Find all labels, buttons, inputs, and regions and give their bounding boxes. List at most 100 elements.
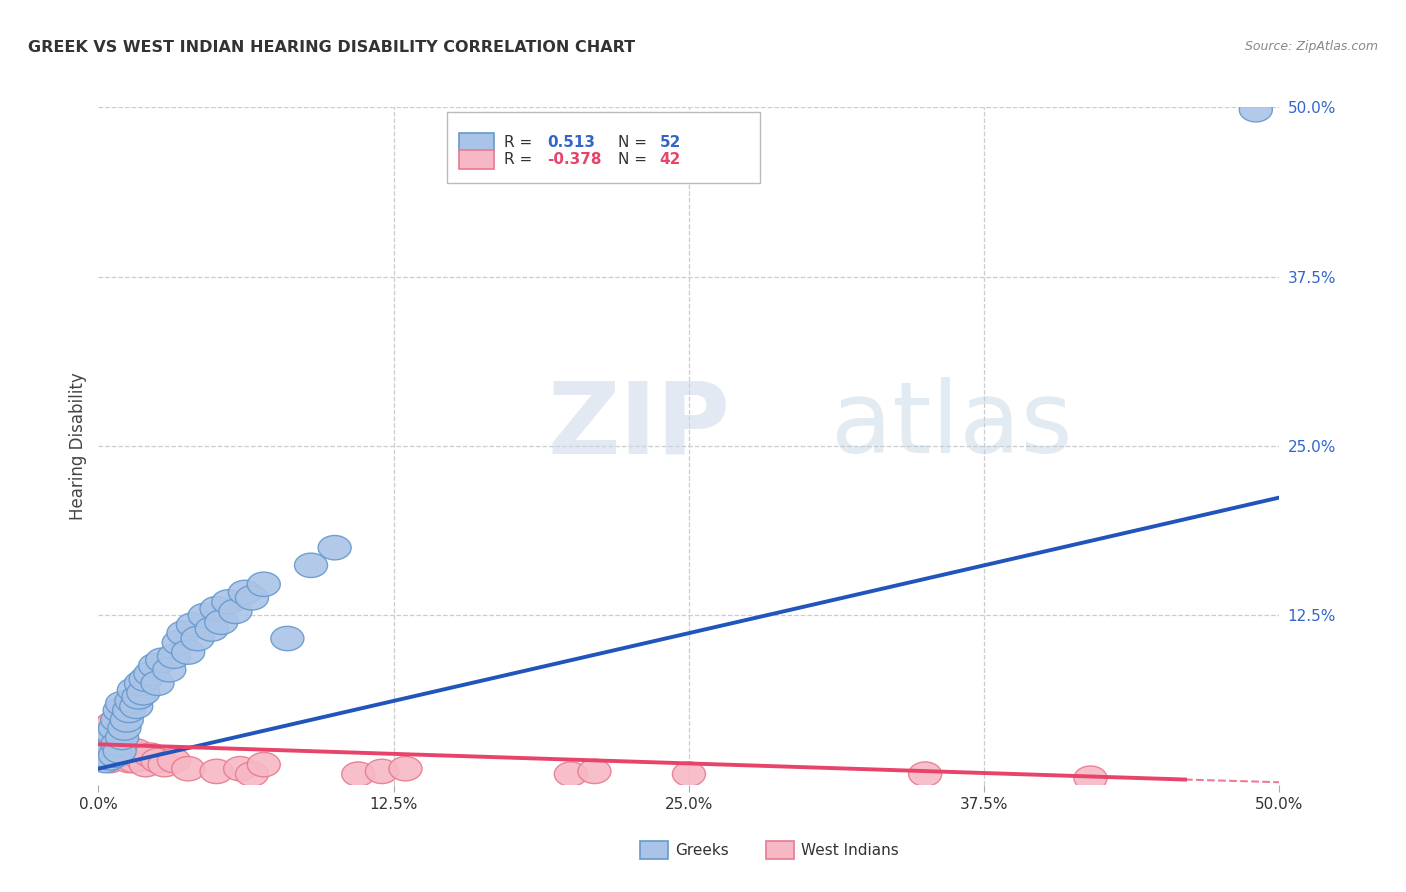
Ellipse shape (908, 762, 942, 787)
Ellipse shape (141, 671, 174, 696)
Ellipse shape (103, 698, 136, 723)
Ellipse shape (84, 730, 117, 754)
Ellipse shape (181, 626, 214, 651)
Text: N =: N = (619, 136, 647, 151)
Ellipse shape (94, 725, 127, 749)
Ellipse shape (89, 715, 122, 740)
Ellipse shape (141, 748, 174, 772)
Text: R =: R = (503, 136, 531, 151)
Ellipse shape (105, 730, 139, 754)
Ellipse shape (110, 735, 143, 759)
Ellipse shape (157, 748, 191, 772)
Ellipse shape (167, 621, 200, 645)
Ellipse shape (139, 654, 172, 678)
Ellipse shape (94, 725, 127, 749)
Ellipse shape (672, 762, 706, 787)
Ellipse shape (389, 756, 422, 780)
Text: 52: 52 (659, 136, 681, 151)
Ellipse shape (134, 662, 167, 686)
Ellipse shape (146, 648, 179, 673)
Ellipse shape (98, 715, 132, 740)
Text: R =: R = (503, 153, 531, 168)
Ellipse shape (342, 762, 375, 787)
Ellipse shape (89, 748, 122, 772)
Ellipse shape (108, 746, 141, 770)
FancyBboxPatch shape (458, 134, 494, 153)
Y-axis label: Hearing Disability: Hearing Disability (69, 372, 87, 520)
Ellipse shape (112, 698, 146, 723)
Ellipse shape (94, 748, 127, 772)
Ellipse shape (129, 667, 162, 691)
Ellipse shape (96, 722, 129, 746)
Ellipse shape (117, 678, 150, 702)
Ellipse shape (554, 762, 588, 787)
Ellipse shape (101, 735, 134, 759)
Ellipse shape (101, 732, 134, 756)
Ellipse shape (148, 753, 181, 777)
Ellipse shape (235, 586, 269, 610)
Ellipse shape (101, 707, 134, 732)
Ellipse shape (129, 753, 162, 777)
Ellipse shape (96, 735, 129, 759)
Ellipse shape (205, 610, 238, 634)
Ellipse shape (294, 553, 328, 577)
Ellipse shape (318, 535, 352, 560)
Ellipse shape (153, 657, 186, 681)
Ellipse shape (91, 739, 124, 764)
Text: GREEK VS WEST INDIAN HEARING DISABILITY CORRELATION CHART: GREEK VS WEST INDIAN HEARING DISABILITY … (28, 40, 636, 55)
Ellipse shape (98, 743, 132, 767)
Text: N =: N = (619, 153, 647, 168)
Ellipse shape (127, 681, 160, 705)
Ellipse shape (96, 735, 129, 759)
Ellipse shape (122, 685, 155, 709)
Ellipse shape (98, 725, 132, 749)
Ellipse shape (105, 691, 139, 715)
Ellipse shape (115, 689, 148, 713)
Ellipse shape (112, 748, 146, 772)
Ellipse shape (84, 735, 117, 759)
Ellipse shape (98, 743, 132, 767)
Ellipse shape (91, 732, 124, 756)
FancyBboxPatch shape (458, 151, 494, 169)
Ellipse shape (89, 739, 122, 764)
Text: atlas: atlas (831, 377, 1073, 475)
Ellipse shape (120, 694, 153, 719)
Ellipse shape (247, 753, 280, 777)
Ellipse shape (87, 735, 120, 759)
Ellipse shape (108, 715, 141, 740)
Ellipse shape (366, 759, 398, 783)
Ellipse shape (188, 603, 221, 628)
Ellipse shape (91, 730, 124, 754)
Ellipse shape (87, 722, 120, 746)
Ellipse shape (172, 756, 205, 780)
Ellipse shape (105, 725, 139, 749)
Ellipse shape (235, 762, 269, 787)
Ellipse shape (1239, 97, 1272, 122)
Ellipse shape (96, 712, 129, 736)
Ellipse shape (172, 640, 205, 665)
Ellipse shape (157, 644, 191, 668)
Text: Greeks: Greeks (675, 843, 728, 857)
Ellipse shape (124, 746, 157, 770)
Text: -0.378: -0.378 (547, 153, 602, 168)
Ellipse shape (212, 590, 245, 614)
Ellipse shape (101, 722, 134, 746)
Ellipse shape (120, 739, 153, 764)
Text: 42: 42 (659, 153, 681, 168)
Ellipse shape (578, 759, 612, 783)
Ellipse shape (1074, 766, 1107, 790)
Ellipse shape (219, 599, 252, 624)
Ellipse shape (94, 746, 127, 770)
Text: 0.513: 0.513 (547, 136, 595, 151)
Ellipse shape (110, 707, 143, 732)
FancyBboxPatch shape (447, 112, 759, 183)
Ellipse shape (103, 739, 136, 764)
Ellipse shape (195, 617, 228, 641)
Ellipse shape (91, 743, 124, 767)
Ellipse shape (224, 756, 257, 780)
Ellipse shape (200, 759, 233, 783)
Ellipse shape (200, 597, 233, 621)
Ellipse shape (115, 739, 148, 764)
Text: West Indians: West Indians (801, 843, 900, 857)
Text: Source: ZipAtlas.com: Source: ZipAtlas.com (1244, 40, 1378, 54)
